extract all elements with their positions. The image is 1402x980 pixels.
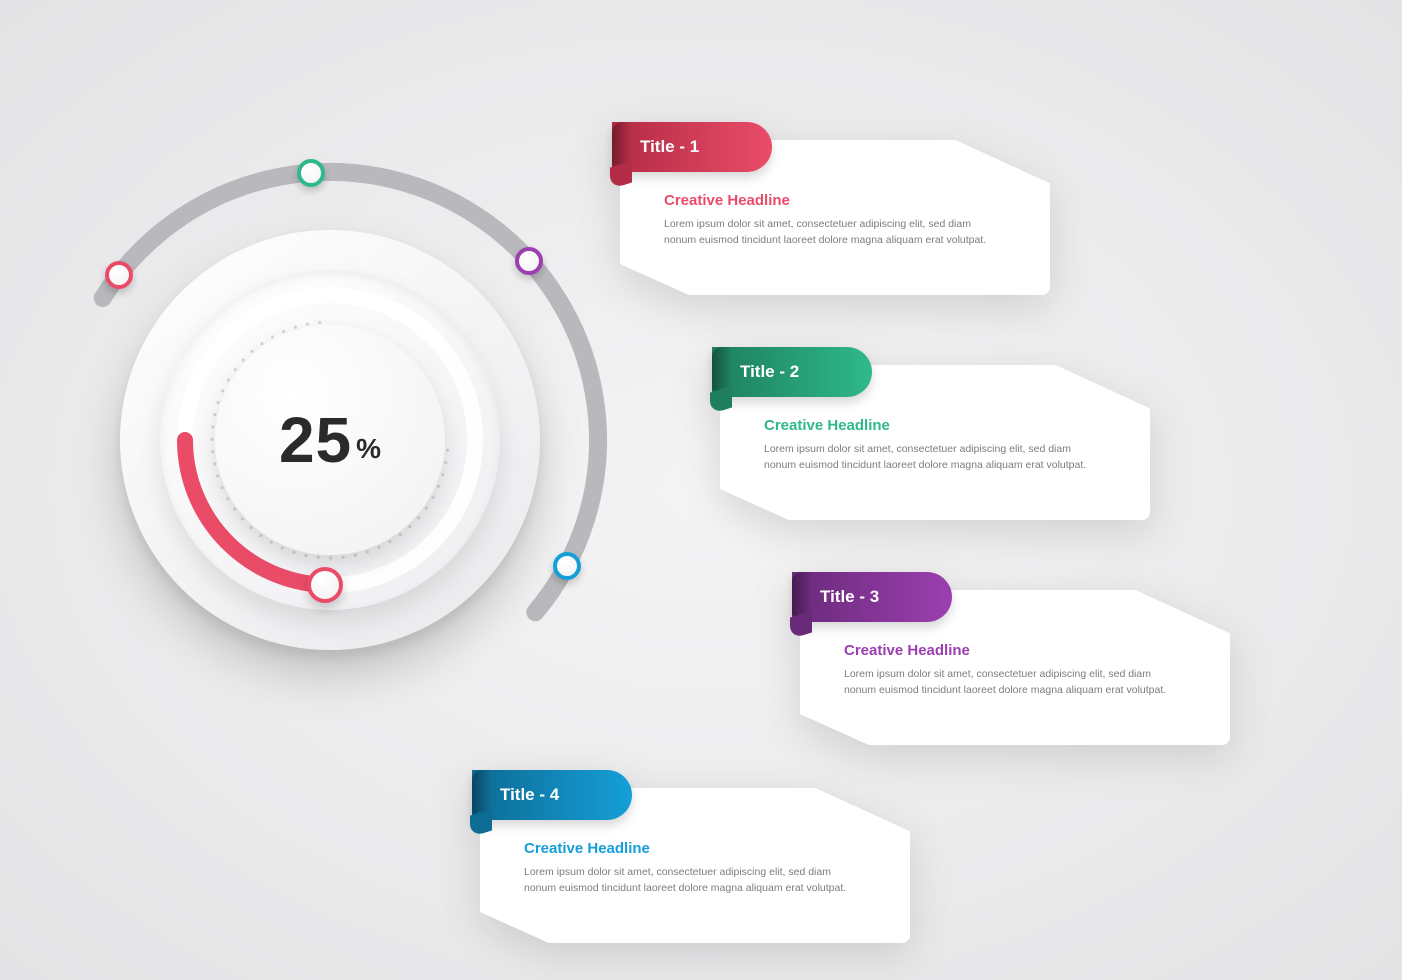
card-text: Lorem ipsum dolor sit amet, consectetuer… — [524, 865, 854, 897]
gauge-handle — [307, 567, 343, 603]
info-card-1: Creative Headline Lorem ipsum dolor sit a… — [620, 140, 1050, 295]
gauge-value-number: 25 — [279, 403, 352, 477]
gauge-value-symbol: % — [356, 433, 381, 465]
card-text: Lorem ipsum dolor sit amet, consectetuer… — [844, 667, 1174, 699]
card-title: Title - 2 — [740, 362, 799, 382]
card-text: Lorem ipsum dolor sit amet, consectetuer… — [764, 442, 1094, 474]
info-card-2: Creative Headline Lorem ipsum dolor sit a… — [720, 365, 1150, 520]
card-headline: Creative Headline — [524, 840, 882, 857]
card-text: Lorem ipsum dolor sit amet, consectetuer… — [664, 217, 994, 249]
card-title: Title - 4 — [500, 785, 559, 805]
info-card-4: Creative Headline Lorem ipsum dolor sit a… — [480, 788, 910, 943]
card-ribbon: Title - 4 — [472, 770, 632, 820]
connectors — [0, 0, 300, 150]
gauge-value: 25 % — [215, 325, 445, 555]
card-ribbon: Title - 3 — [792, 572, 952, 622]
card-ribbon: Title - 1 — [612, 122, 772, 172]
card-headline: Creative Headline — [664, 192, 1022, 209]
orbit-node-2 — [297, 159, 325, 187]
infographic-stage: 25 % Creative Headline Lorem ipsum dolor … — [0, 0, 1402, 980]
card-headline: Creative Headline — [764, 417, 1122, 434]
card-title: Title - 3 — [820, 587, 879, 607]
orbit-node-1 — [105, 261, 133, 289]
percentage-gauge: 25 % — [120, 230, 540, 650]
card-headline: Creative Headline — [844, 642, 1202, 659]
card-ribbon: Title - 2 — [712, 347, 872, 397]
orbit-node-4 — [553, 552, 581, 580]
card-title: Title - 1 — [640, 137, 699, 157]
info-card-3: Creative Headline Lorem ipsum dolor sit a… — [800, 590, 1230, 745]
orbit-node-3 — [515, 247, 543, 275]
